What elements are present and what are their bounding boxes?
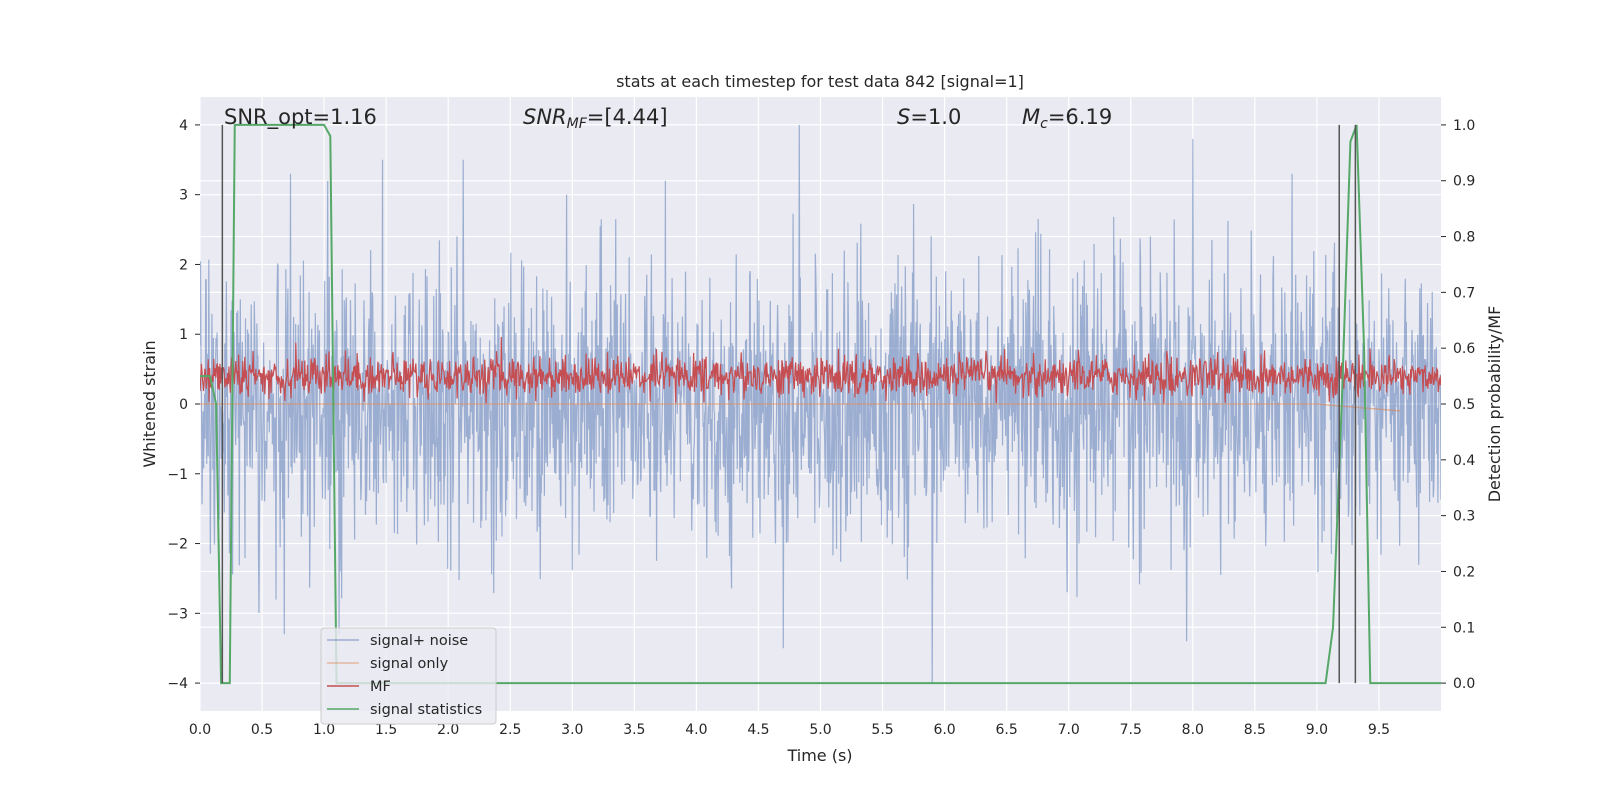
mc-value: =6.19	[1048, 105, 1112, 129]
x-tick-label: 4.0	[685, 722, 707, 738]
x-tick-label: 8.0	[1182, 722, 1204, 738]
y-tick-labels: −4 −3 −2 −1 0 1 2 3 4	[167, 118, 200, 692]
y-tick-label: −3	[167, 606, 188, 622]
legend-label-mf: MF	[370, 679, 391, 695]
snr-mf-value: =[4.44]	[587, 105, 668, 129]
legend-label-signal-only: signal only	[370, 656, 449, 672]
x-tick-label: 4.5	[747, 722, 769, 738]
y2-tick-labels: 0.0 0.1 0.2 0.3 0.4 0.5 0.6 0.7 0.8 0.9 1.0	[1441, 118, 1475, 692]
x-tick-label: 2.5	[499, 722, 521, 738]
x-tick-label: 3.5	[623, 722, 645, 738]
x-tick-label: 1.0	[313, 722, 335, 738]
y-tick-label: 3	[179, 188, 188, 204]
snr-mf-sub: MF	[567, 116, 588, 132]
x-tick-label: 9.0	[1306, 722, 1328, 738]
s-annotation: S=1.0	[897, 105, 961, 129]
y-tick-label: −2	[167, 537, 188, 553]
y2-tick-label: 0.8	[1453, 230, 1475, 246]
y2-tick-label: 0.7	[1453, 285, 1475, 301]
series-mf-line	[200, 337, 1441, 404]
mc-label: M	[1022, 105, 1040, 129]
y2-axis-title: Detection probability/MF	[1485, 306, 1504, 503]
snr-opt-annotation: SNR_opt=1.16	[224, 105, 377, 130]
y2-tick-label: 0.3	[1453, 509, 1475, 525]
x-tick-label: 8.5	[1244, 722, 1266, 738]
s-label: S	[897, 105, 910, 129]
y-tick-label: 1	[179, 327, 188, 343]
y2-tick-label: 0.4	[1453, 453, 1475, 469]
x-tick-label: 7.0	[1058, 722, 1080, 738]
snr-mf-label: SNR	[523, 105, 567, 129]
x-tick-label: 5.0	[809, 722, 831, 738]
x-tick-label: 0.0	[189, 722, 211, 738]
y-tick-label: −1	[167, 467, 188, 483]
y2-tick-label: 0.9	[1453, 174, 1475, 190]
chart-title: stats at each timestep for test data 842…	[616, 72, 1024, 91]
x-tick-label: 7.5	[1120, 722, 1142, 738]
legend-label-signal-statistics: signal statistics	[370, 702, 482, 718]
y2-tick-label: 0.2	[1453, 564, 1475, 580]
x-tick-label: 0.5	[251, 722, 273, 738]
x-tick-label: 5.5	[871, 722, 893, 738]
y-tick-label: 4	[179, 118, 188, 134]
x-tick-label: 2.0	[437, 722, 459, 738]
x-tick-label: 6.0	[933, 722, 955, 738]
x-tick-label: 1.5	[375, 722, 397, 738]
mc-annotation: Mc=6.19	[1022, 105, 1112, 132]
x-tick-label: 9.5	[1368, 722, 1390, 738]
x-axis-title: Time (s)	[786, 746, 852, 765]
y2-tick-label: 0.6	[1453, 341, 1475, 357]
y-tick-label: 2	[179, 257, 188, 273]
y-axis-title: Whitened strain	[140, 340, 159, 467]
vline-layer	[221, 124, 1357, 684]
legend: signal+ noise signal only MF signal stat…	[320, 627, 497, 725]
y2-tick-label: 0.0	[1453, 676, 1475, 692]
legend-box	[320, 627, 497, 725]
x-tick-labels: 0.0 0.5 1.0 1.5 2.0 2.5 3.0 3.5 4.0 4.5 5.0 5.5 6.0 6…	[189, 722, 1390, 738]
s-value: =1.0	[910, 105, 961, 129]
x-tick-label: 3.0	[561, 722, 583, 738]
y-tick-label: −4	[167, 676, 188, 692]
x-tick-label: 6.5	[996, 722, 1018, 738]
y-tick-label: 0	[179, 397, 188, 413]
y2-tick-label: 0.5	[1453, 397, 1475, 413]
series-signal-only-line	[200, 403, 1401, 412]
legend-label-signal-noise: signal+ noise	[370, 633, 468, 649]
y2-tick-label: 0.1	[1453, 620, 1475, 636]
mc-sub: c	[1040, 116, 1048, 132]
snr-mf-annotation: SNRMF=[4.44]	[523, 105, 668, 132]
y2-tick-label: 1.0	[1453, 118, 1475, 134]
